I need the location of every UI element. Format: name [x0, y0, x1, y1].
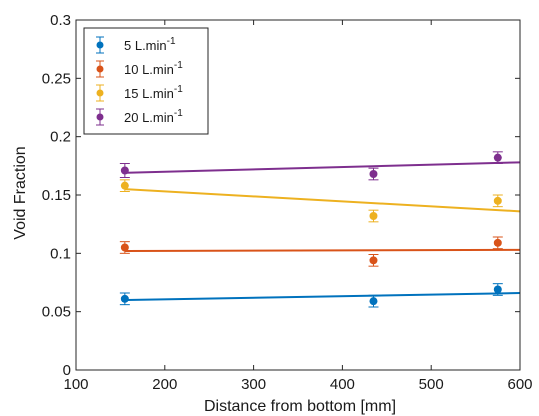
fit-line — [124, 161, 521, 174]
legend: 5 L.min-1 10 L.min-1 15 L.min-1 20 L.min-1 — [83, 27, 209, 135]
y-tick-label: 0.25 — [42, 70, 71, 87]
legend-item: 5 L.min-1 — [96, 36, 176, 54]
data-point — [369, 170, 378, 178]
y-tick-label: 0.1 — [50, 245, 71, 262]
data-point — [493, 285, 502, 294]
legend-box — [83, 27, 209, 135]
data-point — [493, 196, 502, 205]
legend-label: 10 L.min-1 — [124, 60, 183, 77]
legend-label: 5 L.min-1 — [124, 36, 176, 53]
y-axis-label: Void Fraction — [12, 146, 29, 239]
legend-item: 15 L.min-1 — [96, 84, 183, 102]
y-tick-label: 0 — [63, 362, 71, 379]
data-point — [369, 256, 378, 265]
legend-item: 20 L.min-1 — [96, 108, 183, 126]
legend-item: 10 L.min-1 — [96, 60, 183, 78]
legend-label: 20 L.min-1 — [124, 108, 183, 125]
legend-marker — [96, 41, 104, 49]
x-tick-label: 100 — [63, 376, 88, 393]
data-point — [120, 294, 129, 303]
x-axis-label: Distance from bottom [mm] — [204, 398, 396, 415]
plot-area — [119, 151, 521, 308]
y-tick-label: 0.2 — [50, 129, 71, 146]
x-tick-label: 300 — [241, 376, 266, 393]
legend-marker — [96, 65, 104, 73]
fit-line — [124, 188, 521, 213]
data-point — [120, 243, 129, 252]
y-tick-label: 0.15 — [42, 187, 71, 204]
legend-label: 15 L.min-1 — [124, 84, 183, 101]
data-point — [369, 297, 378, 306]
data-point — [369, 212, 378, 220]
series-1 — [119, 283, 521, 308]
data-point — [120, 181, 129, 190]
fit-line — [124, 292, 521, 301]
series-3 — [119, 179, 521, 223]
data-point — [493, 153, 502, 162]
data-point — [120, 166, 129, 175]
y-tick-label: 0.3 — [50, 12, 71, 29]
series-4 — [119, 151, 521, 181]
legend-marker — [96, 89, 104, 97]
x-tick-label: 400 — [330, 376, 355, 393]
series-2 — [119, 236, 521, 267]
x-tick-label: 600 — [507, 376, 532, 393]
y-tick-label: 0.05 — [42, 304, 71, 321]
x-tick-label: 200 — [152, 376, 177, 393]
legend-marker — [96, 113, 104, 121]
data-point — [493, 238, 502, 247]
axes: 100 200 300 400 500 600 0 0.05 0.1 0.15 0.2 0.25 0.3 — [42, 12, 533, 393]
x-tick-label: 500 — [419, 376, 444, 393]
fit-line — [124, 248, 521, 252]
